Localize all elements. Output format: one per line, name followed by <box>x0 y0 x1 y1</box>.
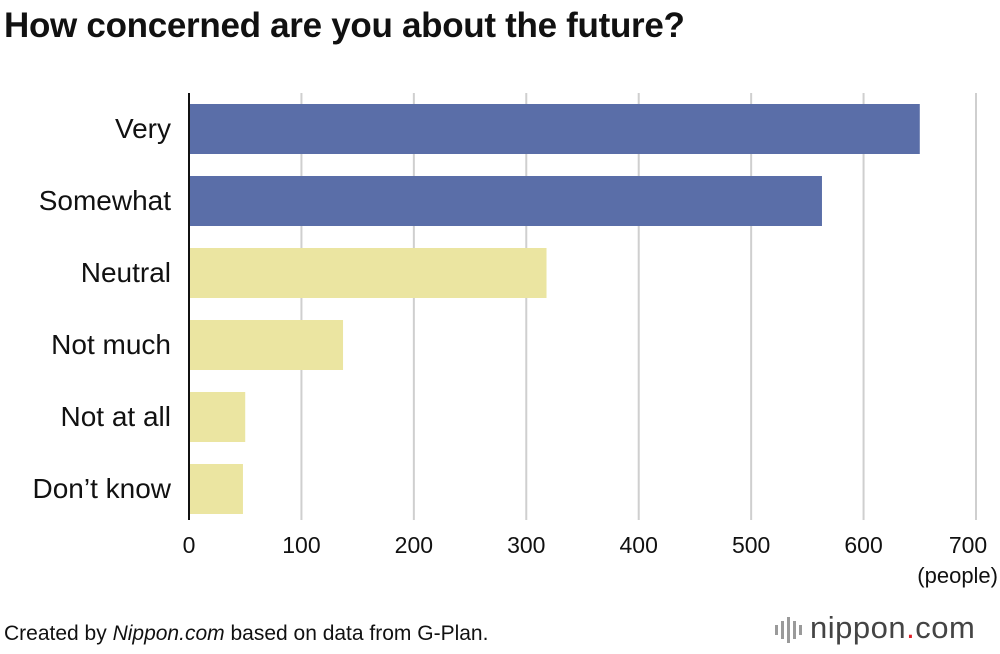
category-label: Very <box>115 113 171 144</box>
source-suffix: based on data from G-Plan. <box>224 622 489 645</box>
nippon-logo: nippon.com <box>772 610 998 648</box>
x-tick-label: 0 <box>183 532 196 558</box>
brand-dot: . <box>906 610 916 645</box>
category-labels: Very Somewhat Neutral Not much Not at all Don… <box>32 113 171 504</box>
brand-wordmark: nippon.com <box>810 610 975 646</box>
bar <box>189 320 344 370</box>
x-axis-unit-label: (people) <box>917 563 998 588</box>
category-label: Not much <box>51 329 171 360</box>
category-label: Somewhat <box>39 185 172 216</box>
x-tick-label: 600 <box>844 532 882 558</box>
bar <box>189 464 243 514</box>
source-prefix: Created by <box>4 622 113 645</box>
bar <box>189 248 547 298</box>
x-tick-label: 400 <box>620 532 658 558</box>
brand-tld: com <box>915 610 976 645</box>
bars <box>189 104 920 514</box>
gridlines <box>300 93 977 520</box>
sound-wave-icon <box>775 617 802 643</box>
x-tick-label: 700 <box>949 532 987 558</box>
x-tick-label: 500 <box>732 532 770 558</box>
category-label: Don’t know <box>32 473 171 504</box>
chart-title: How concerned are you about the future? <box>4 6 685 45</box>
x-tick-labels: 0 100 200 300 400 500 600 700 <box>183 532 988 558</box>
x-tick-label: 100 <box>282 532 320 558</box>
bar <box>189 104 920 154</box>
bar <box>189 176 822 226</box>
category-label: Not at all <box>61 401 172 432</box>
source-site: Nippon.com <box>112 622 225 645</box>
category-label: Neutral <box>81 257 171 288</box>
source-note: Created by Nippon.com based on data from… <box>4 622 488 646</box>
x-tick-label: 300 <box>507 532 545 558</box>
bar <box>189 392 246 442</box>
brand-name: nippon <box>810 610 907 645</box>
x-tick-label: 200 <box>395 532 433 558</box>
